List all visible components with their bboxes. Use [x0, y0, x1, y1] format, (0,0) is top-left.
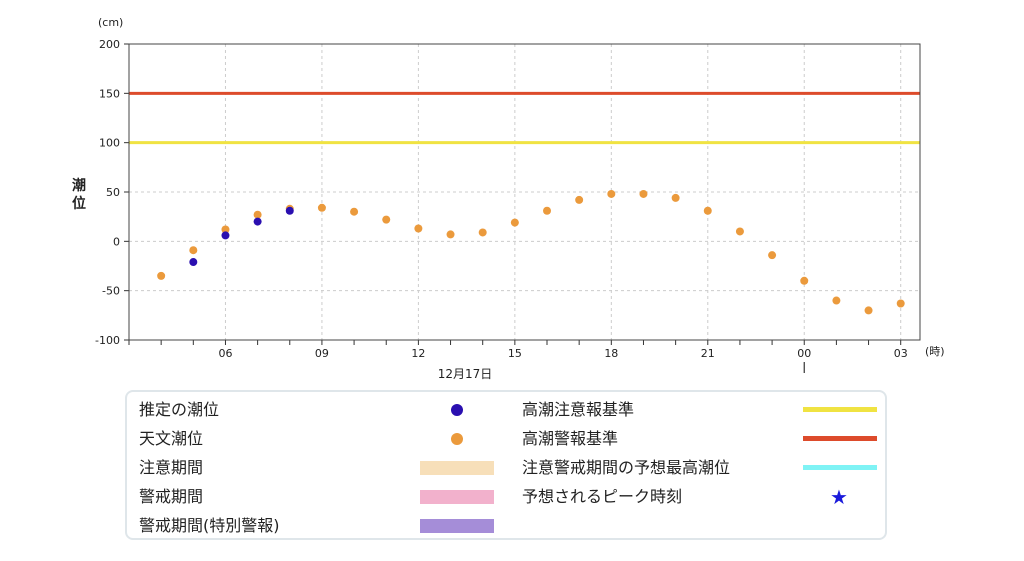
data-point: [285, 206, 294, 215]
data-point: [478, 228, 487, 237]
legend-label: 高潮警報基準: [522, 429, 619, 448]
data-point: [382, 215, 391, 224]
y-axis-label: 潮位: [72, 177, 86, 212]
data-point: [414, 224, 423, 233]
data-point: [575, 195, 584, 204]
y-axis-label-char: 潮: [72, 177, 86, 194]
data-point: [703, 206, 712, 215]
legend-label: 推定の潮位: [139, 400, 220, 419]
date-label: 12月17日: [438, 367, 493, 381]
legend-label: 警戒期間(特別警報): [139, 516, 280, 535]
y-tick-label: -50: [102, 285, 120, 298]
axes: 200 150 100 50 0 -50 -100 06 09 12 15 18 21 00 03: [95, 38, 921, 373]
legend-line-swatch: [803, 436, 877, 441]
data-point: [350, 207, 359, 216]
data-point: [671, 193, 680, 202]
data-point: [735, 227, 744, 236]
y-tick-label: -100: [95, 334, 120, 347]
star-icon: ★: [830, 485, 848, 509]
y-unit-label: (cm): [98, 16, 123, 29]
data-point: [543, 206, 552, 215]
y-tick-label: 150: [99, 87, 120, 100]
legend-label: 注意警戒期間の予想最高潮位: [522, 458, 731, 477]
tide-chart: 200 150 100 50 0 -50 -100 06 09 12 15 18 21 00 03 (cm)…: [72, 16, 945, 381]
data-point: [189, 258, 198, 267]
x-tick-label: 09: [315, 347, 329, 360]
legend-label: 天文潮位: [139, 429, 204, 448]
data-point: [253, 217, 262, 226]
data-point: [607, 189, 616, 198]
legend-label: 予想されるピーク時刻: [522, 487, 683, 506]
y-axis-label-char: 位: [72, 195, 86, 212]
data-point: [639, 189, 648, 198]
threshold-lines: [129, 91, 920, 145]
data-point: [189, 246, 198, 255]
legend-dot-swatch: [451, 404, 463, 416]
legend-rect-swatch: [420, 490, 494, 504]
y-tick-label: 100: [99, 137, 120, 150]
data-point: [253, 210, 262, 219]
data-point: [768, 251, 777, 260]
data-point: [221, 231, 230, 240]
data-point: [800, 276, 809, 285]
data-point: [864, 306, 873, 315]
legend-line-swatch: [803, 465, 877, 470]
data-point: [221, 225, 230, 234]
data-point: [317, 203, 326, 212]
data-point: [832, 296, 841, 305]
legend: 推定の潮位天文潮位注意期間警戒期間警戒期間(特別警報) 高潮注意報基準 高潮警報基準…: [125, 390, 887, 540]
data-points: [157, 189, 905, 315]
legend-rect-swatch: [420, 461, 494, 475]
data-point: [446, 230, 455, 239]
legend-line-swatch: [803, 407, 877, 412]
x-tick-label: 06: [218, 347, 232, 360]
grid-lines: [129, 44, 920, 340]
data-point: [896, 299, 905, 308]
y-tick-label: 0: [113, 235, 120, 248]
x-tick-label: 18: [604, 347, 618, 360]
legend-rect-swatch: [420, 519, 494, 533]
legend-label: 注意期間: [139, 458, 204, 477]
x-tick-label: 12: [411, 347, 425, 360]
legend-label: 警戒期間: [139, 487, 204, 506]
y-tick-label: 200: [99, 38, 120, 51]
x-tick-label: 03: [894, 347, 908, 360]
data-point: [157, 271, 166, 280]
legend-label: 高潮注意報基準: [522, 400, 635, 419]
legend-dot-swatch: [451, 433, 463, 445]
x-tick-label: 15: [508, 347, 522, 360]
y-tick-label: 50: [106, 186, 120, 199]
x-tick-label: 21: [701, 347, 715, 360]
data-point: [510, 218, 519, 227]
plot-frame: [128, 43, 921, 341]
x-unit-label: (時): [925, 345, 945, 358]
x-tick-label: 00: [797, 347, 811, 360]
